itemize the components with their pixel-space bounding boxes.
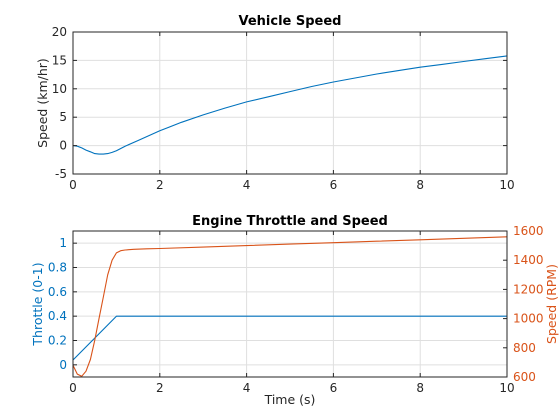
- x-tick-label: 6: [330, 178, 338, 192]
- engine-title: Engine Throttle and Speed: [192, 214, 388, 229]
- y-tick-label: 15: [52, 53, 67, 67]
- y-tick-label: 0.2: [48, 334, 67, 348]
- x-tick-label: 0: [69, 178, 77, 192]
- y-tick-label: 1: [59, 236, 67, 250]
- engine-plot-lines: [72, 236, 508, 377]
- x-tick-label: 6: [330, 381, 338, 395]
- y-tick-label: 0.8: [48, 261, 67, 275]
- x-tick-label: 0: [69, 381, 77, 395]
- vehicle-speed-plot-line: [72, 55, 508, 155]
- y-right-tick-label: 1000: [513, 312, 544, 326]
- x-tick-label: 8: [416, 178, 424, 192]
- y-tick-label: 0: [59, 358, 67, 372]
- engine-ylabel-right: Speed (RPM): [544, 264, 559, 344]
- y-right-tick-label: 1200: [513, 282, 544, 296]
- y-right-tick-label: 1600: [513, 224, 544, 238]
- engine-xlabel: Time (s): [264, 392, 316, 407]
- x-tick-label: 8: [416, 381, 424, 395]
- x-tick-label: 4: [243, 381, 251, 395]
- y-tick-label: 0.6: [48, 285, 67, 299]
- y-right-tick-label: 1400: [513, 253, 544, 267]
- series-line-throttle: [72, 315, 507, 361]
- x-tick-label: 10: [499, 381, 514, 395]
- vehicle-speed-ylabel: Speed (km/hr): [35, 58, 50, 148]
- y-tick-label: 0: [59, 139, 67, 153]
- engine-chart: 0 2 4 6 8 1000.20.40.60.816008001000120014001…: [30, 214, 559, 407]
- engine-ticks: 0 2 4 6 8 1000.20.40.60.816008001000120014001…: [48, 224, 544, 395]
- y-tick-label: 10: [52, 82, 67, 96]
- series-line-engine-speed: [72, 236, 508, 377]
- y-tick-label: 5: [59, 110, 67, 124]
- y-right-tick-label: 600: [513, 370, 536, 384]
- y-tick-label: 0.4: [48, 309, 67, 323]
- series-line-vehicle-speed: [72, 55, 508, 155]
- x-tick-label: 2: [156, 178, 164, 192]
- x-tick-label: 4: [243, 178, 251, 192]
- y-tick-label: -5: [55, 167, 67, 181]
- y-right-tick-label: 800: [513, 341, 536, 355]
- x-tick-label: 10: [499, 178, 514, 192]
- y-tick-label: 20: [52, 25, 67, 39]
- x-tick-label: 2: [156, 381, 164, 395]
- engine-ylabel-left: Throttle (0-1): [30, 262, 45, 346]
- vehicle-speed-title: Vehicle Speed: [239, 14, 342, 29]
- engine-axes-box: [72, 230, 508, 378]
- vehicle-speed-axes-box: [72, 31, 508, 175]
